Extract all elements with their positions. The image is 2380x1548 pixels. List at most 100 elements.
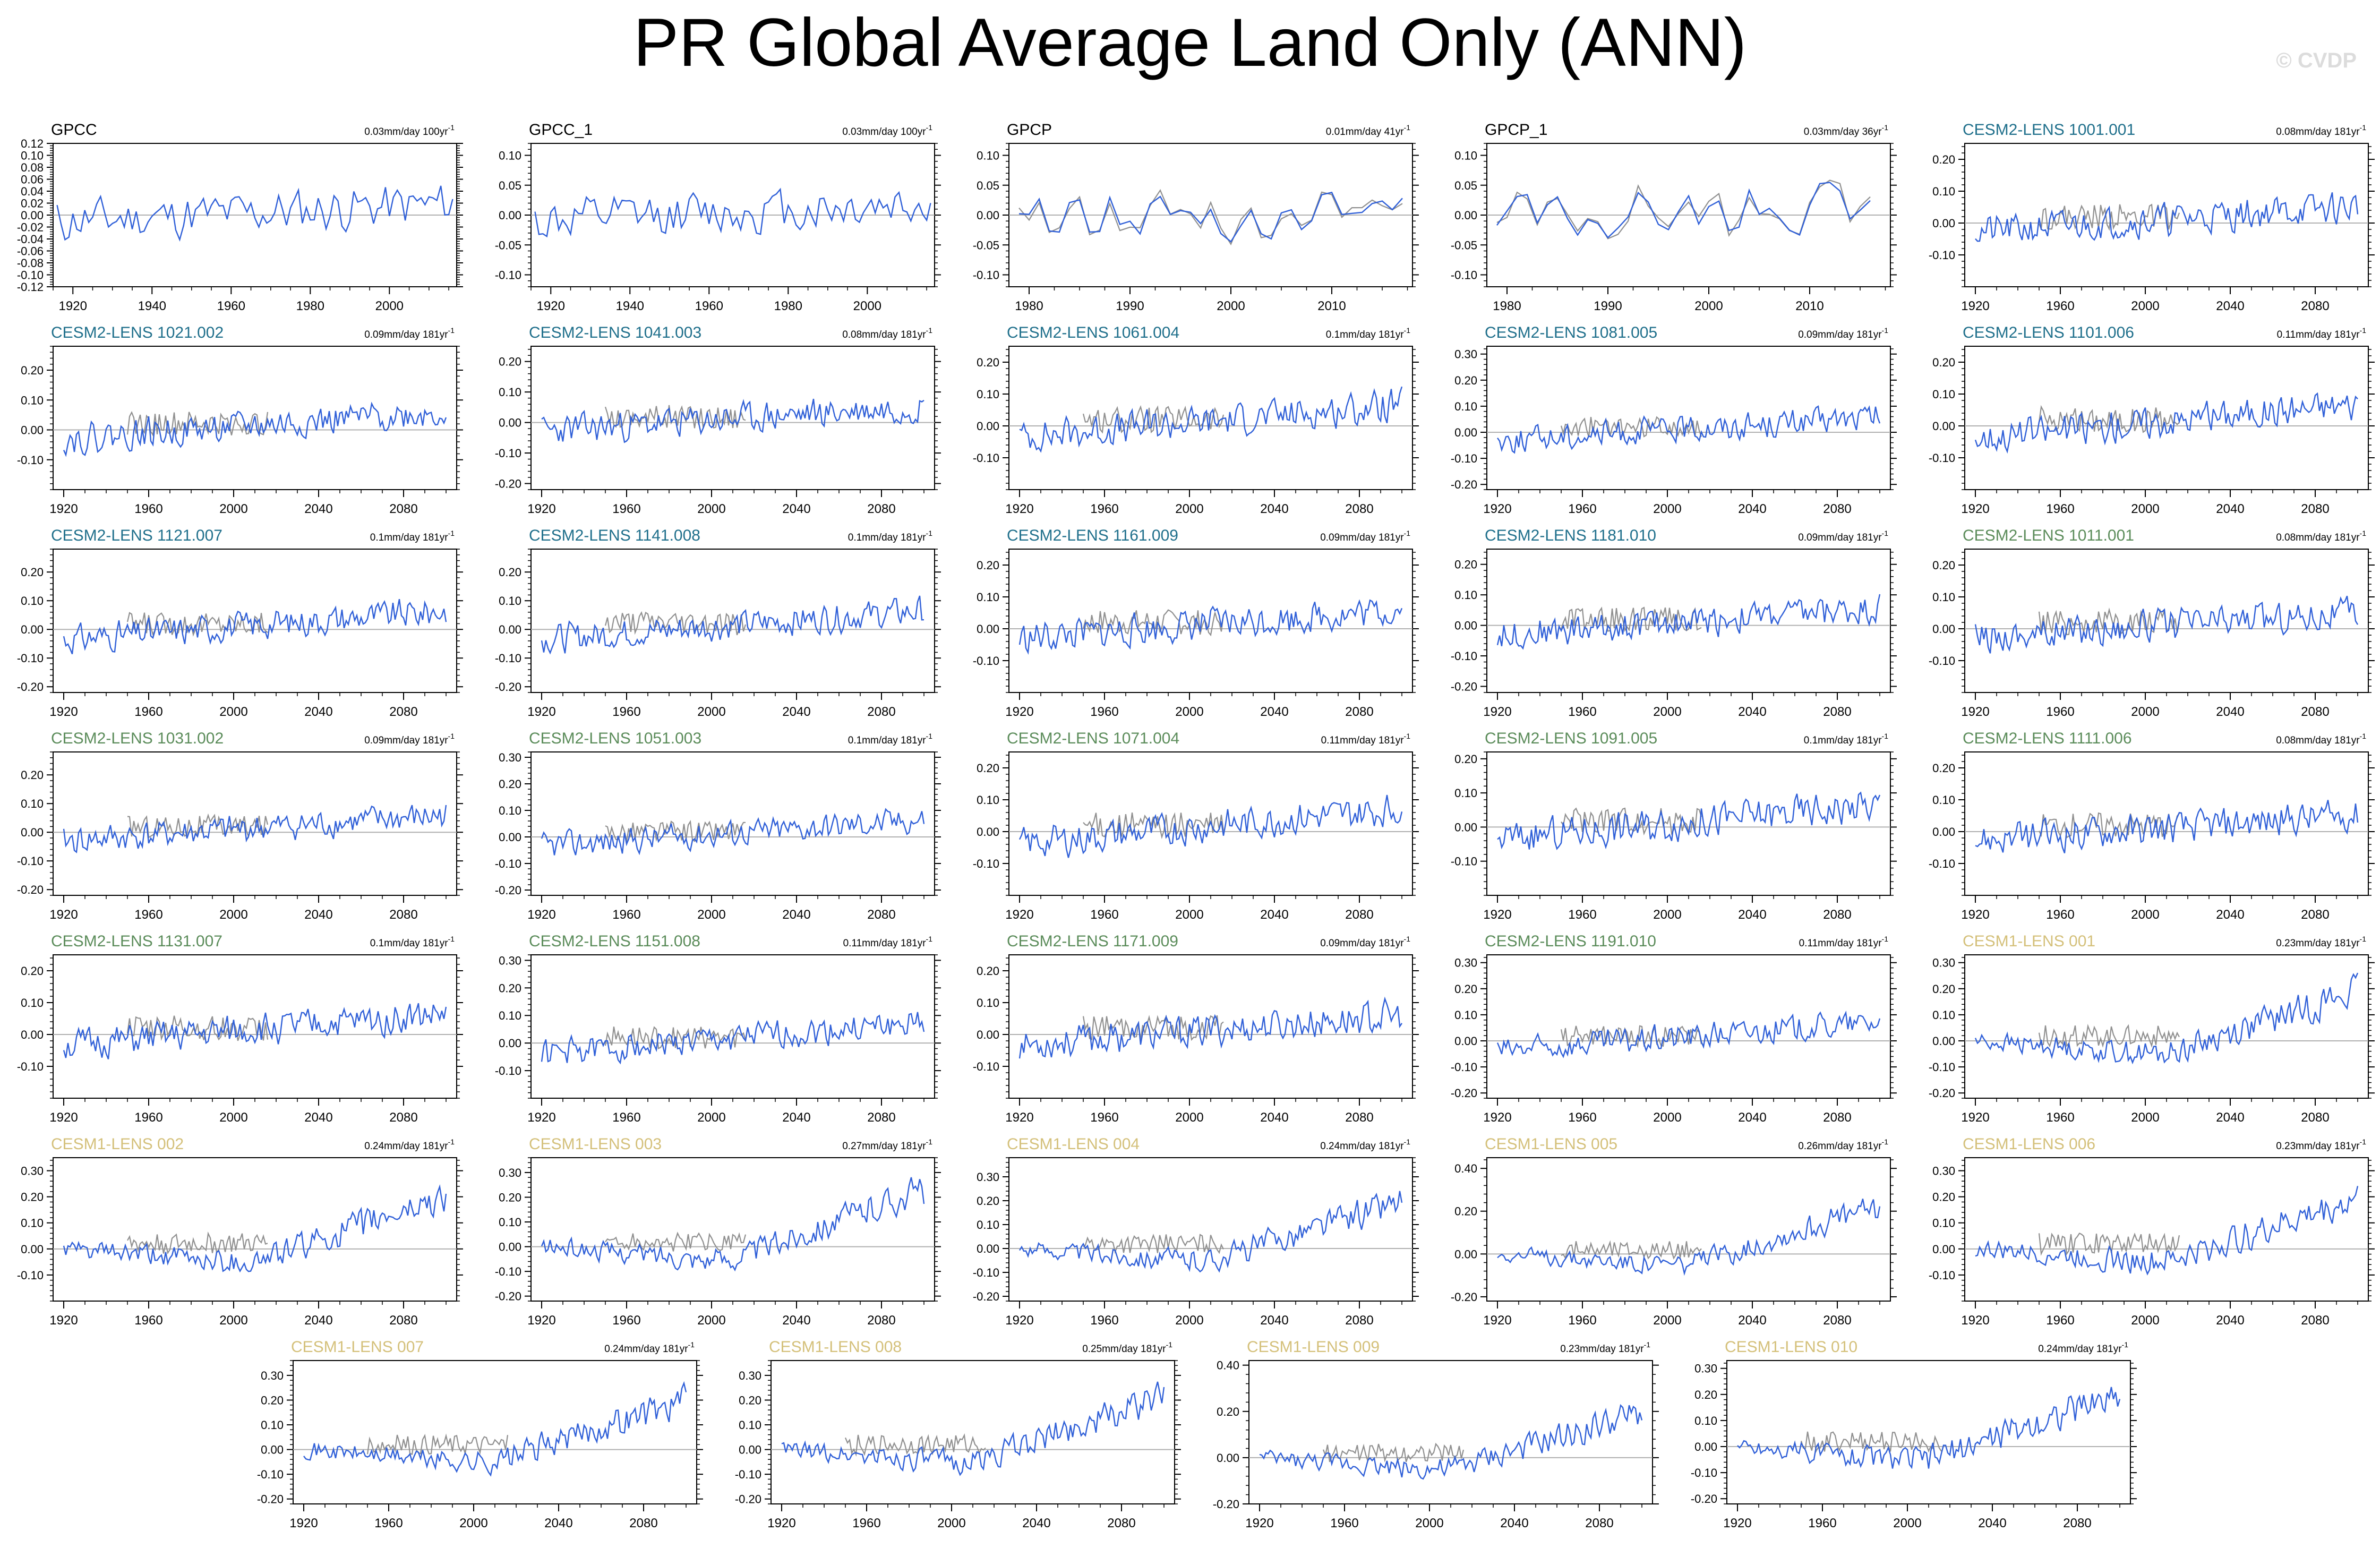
y-tick-label: 0.20 [739, 1393, 761, 1407]
x-tick-label: 1990 [1116, 299, 1144, 313]
y-tick-label: 0.05 [977, 179, 999, 192]
x-tick-label: 2080 [1345, 705, 1373, 719]
panel-title: CESM2-LENS 1161.009 [1007, 527, 1178, 544]
panel-trend-label: 0.23mm/day 181yr-1 [1560, 1340, 1650, 1355]
trend-value: 0.1mm/day 181yr [848, 735, 926, 746]
y-tick-label: 0.00 [1932, 1034, 1955, 1048]
y-tick-label: 0.00 [21, 209, 44, 222]
trend-exponent: -1 [448, 529, 455, 537]
chart-panel: CESM2-LENS 1071.004 0.11mm/day 181yr-1 -0.… [973, 730, 1419, 922]
panel-trend-label: 0.1mm/day 181yr-1 [1804, 732, 1888, 746]
trend-exponent: -1 [448, 732, 455, 740]
y-tick-label: 0.30 [21, 1165, 44, 1178]
x-tick-label: 2000 [1653, 705, 1681, 719]
y-tick-label: 0.20 [1694, 1388, 1717, 1401]
trend-exponent: -1 [926, 1138, 933, 1146]
y-tick-label: 0.00 [1932, 825, 1955, 839]
trend-value: 0.24mm/day 181yr [1320, 1141, 1404, 1152]
y-tick-label: 0.30 [499, 751, 521, 764]
x-tick-label: 2080 [867, 1110, 895, 1125]
trend-exponent: -1 [448, 326, 455, 335]
x-tick-label: 1920 [49, 705, 78, 719]
y-tick-label: -0.10 [973, 269, 999, 282]
y-tick-label: -0.20 [973, 1290, 999, 1303]
y-tick-label: -0.04 [17, 233, 44, 246]
x-tick-label: 1920 [1245, 1516, 1273, 1530]
y-tick-label: 0.00 [1932, 622, 1955, 636]
observed-reference-line [1560, 416, 1702, 438]
plot-frame [1008, 1157, 1413, 1302]
x-tick-label: 2040 [304, 502, 332, 516]
x-tick-label: 1960 [2046, 299, 2074, 313]
chart-panel: CESM2-LENS 1141.008 0.1mm/day 181yr-1 -0.2… [495, 527, 941, 719]
x-tick-label: 2080 [1585, 1516, 1613, 1530]
chart-panel: CESM2-LENS 1181.010 0.09mm/day 181yr-1 -0.… [1451, 527, 1897, 719]
x-tick-label: 1940 [138, 299, 166, 313]
x-tick-label: 1980 [774, 299, 802, 313]
x-tick-label: 2080 [1345, 502, 1373, 516]
y-tick-label: -0.20 [1929, 1087, 1955, 1100]
plot-frame [53, 751, 457, 896]
x-tick-label: 1960 [1568, 502, 1596, 516]
panel-trend-label: 0.08mm/day 181yr-1 [2276, 529, 2366, 543]
x-tick-label: 2000 [2131, 502, 2159, 516]
series-line [1496, 594, 1881, 650]
panel-title: CESM1-LENS 002 [51, 1135, 184, 1153]
observed-reference-line [1018, 189, 1403, 246]
y-tick-label: 0.20 [1932, 762, 1955, 775]
y-tick-label: -0.10 [1451, 855, 1477, 868]
series-line [1019, 386, 1403, 453]
chart-panel: CESM2-LENS 1081.005 0.09mm/day 181yr-1 -0.… [1451, 324, 1897, 516]
trend-exponent: -1 [1882, 935, 1889, 943]
y-tick-label: 0.10 [1932, 591, 1955, 604]
y-tick-label: 0.20 [499, 981, 521, 995]
y-tick-label: -0.10 [1451, 452, 1477, 465]
panel-trend-label: 0.09mm/day 181yr-1 [1798, 326, 1888, 340]
y-tick-label: 0.00 [21, 1028, 44, 1041]
x-tick-label: 2040 [1738, 705, 1766, 719]
panel-trend-label: 0.09mm/day 181yr-1 [364, 326, 455, 340]
trend-value: 0.11mm/day 181yr [1321, 735, 1405, 746]
series-line [56, 185, 453, 242]
x-tick-label: 1960 [612, 908, 640, 922]
trend-exponent: -1 [2122, 1340, 2129, 1349]
y-tick-label: -0.10 [495, 652, 521, 665]
trend-exponent: -1 [1882, 1138, 1889, 1146]
y-tick-label: -0.10 [1929, 1269, 1955, 1282]
y-tick-label: 0.02 [21, 197, 44, 210]
trend-value: 0.09mm/day 181yr [364, 329, 448, 340]
trend-value: 0.24mm/day 181yr [604, 1344, 688, 1355]
x-tick-label: 2000 [1217, 299, 1245, 313]
x-tick-label: 2040 [1738, 1110, 1766, 1125]
observed-reference-line [1496, 179, 1871, 240]
panel-trend-label: 0.03mm/day 100yr-1 [842, 123, 932, 138]
y-tick-label: 0.20 [977, 1194, 999, 1208]
series-line [1018, 794, 1403, 858]
x-tick-label: 2080 [1823, 705, 1851, 719]
y-tick-label: 0.00 [977, 209, 999, 222]
trend-value: 0.24mm/day 181yr [364, 1141, 448, 1152]
x-tick-label: 2000 [2131, 1110, 2159, 1125]
trend-exponent: -1 [926, 326, 933, 335]
trend-value: 0.03mm/day 36yr [1804, 126, 1882, 138]
y-tick-label: 0.04 [21, 185, 44, 198]
x-tick-label: 1920 [59, 299, 87, 313]
y-tick-label: 0.30 [739, 1369, 761, 1382]
y-tick-label: 0.20 [977, 356, 999, 369]
y-tick-label: -0.20 [735, 1493, 761, 1506]
y-tick-label: 0.20 [1932, 559, 1955, 572]
y-tick-label: 0.10 [1932, 185, 1955, 198]
panel-title: CESM1-LENS 003 [529, 1135, 662, 1153]
series-line [1018, 599, 1403, 655]
y-tick-label: 0.40 [1217, 1359, 1239, 1372]
x-tick-label: 2040 [782, 908, 810, 922]
x-tick-label: 2000 [219, 502, 247, 516]
trend-value: 0.1mm/day 181yr [848, 532, 926, 543]
trend-exponent: -1 [1882, 123, 1889, 132]
x-tick-label: 2000 [2131, 908, 2159, 922]
chart-panel: CESM1-LENS 010 0.24mm/day 181yr-1 -0.20 -0.… [1691, 1338, 2137, 1530]
x-tick-label: 2000 [937, 1516, 965, 1530]
panel-title: CESM1-LENS 004 [1007, 1135, 1140, 1153]
x-tick-label: 2080 [867, 908, 895, 922]
series-line [1018, 1191, 1403, 1273]
